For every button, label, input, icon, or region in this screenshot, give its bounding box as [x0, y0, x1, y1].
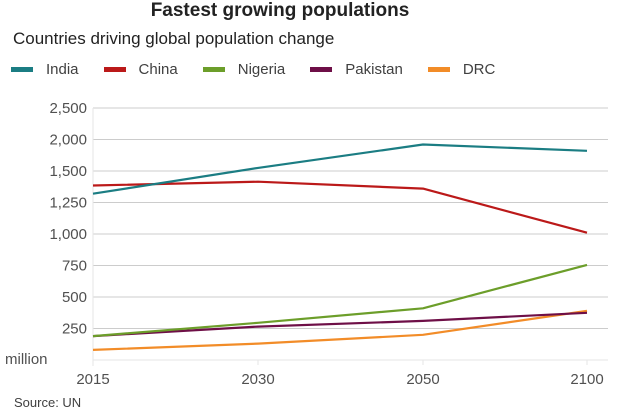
- y-axis-unit-label: million: [5, 351, 48, 368]
- legend-item-nigeria: Nigeria: [202, 61, 286, 78]
- legend-swatch-nigeria: [202, 67, 225, 72]
- x-tick-label: 2030: [241, 371, 274, 388]
- x-tick-label: 2100: [570, 371, 603, 388]
- y-tick-label: 1,000: [49, 226, 87, 243]
- legend-label-nigeria: Nigeria: [237, 61, 286, 78]
- legend-label-china: China: [138, 61, 178, 78]
- series-line-drc: [92, 309, 588, 351]
- y-tick-label: 250: [62, 321, 87, 338]
- y-tick-label: 1,250: [49, 195, 87, 212]
- legend-label-drc: DRC: [462, 61, 496, 78]
- series-line-india: [92, 143, 588, 195]
- legend-item-india: India: [11, 61, 79, 78]
- legend-item-china: China: [103, 61, 178, 78]
- series-line-pakistan: [92, 311, 588, 338]
- legend-label-pakistan: Pakistan: [345, 61, 403, 78]
- legend-swatch-india: [11, 67, 33, 72]
- chart-title: Fastest growing populations: [150, 0, 410, 21]
- x-tick-label: 2050: [406, 371, 439, 388]
- legend-item-pakistan: Pakistan: [310, 61, 403, 78]
- source-note: Source: UN: [14, 395, 82, 410]
- legend-label-india: India: [46, 61, 79, 78]
- legend-swatch-pakistan: [310, 67, 333, 72]
- series-line-nigeria: [92, 263, 588, 338]
- y-tick-label: 2,500: [49, 100, 87, 117]
- legend-swatch-china: [103, 67, 126, 72]
- legend: India China Nigeria Pakistan DRC: [11, 61, 520, 78]
- legend-swatch-drc: [427, 67, 450, 72]
- chart-subtitle: Countries driving global population chan…: [13, 29, 335, 48]
- y-tick-label: 500: [62, 289, 87, 306]
- y-tick-label: 2,000: [49, 132, 87, 149]
- y-tick-label: 1,500: [49, 163, 87, 180]
- x-tick-label: 2015: [76, 371, 109, 388]
- legend-item-drc: DRC: [427, 61, 496, 78]
- series-line-china: [92, 180, 588, 234]
- y-tick-label: 750: [62, 258, 87, 275]
